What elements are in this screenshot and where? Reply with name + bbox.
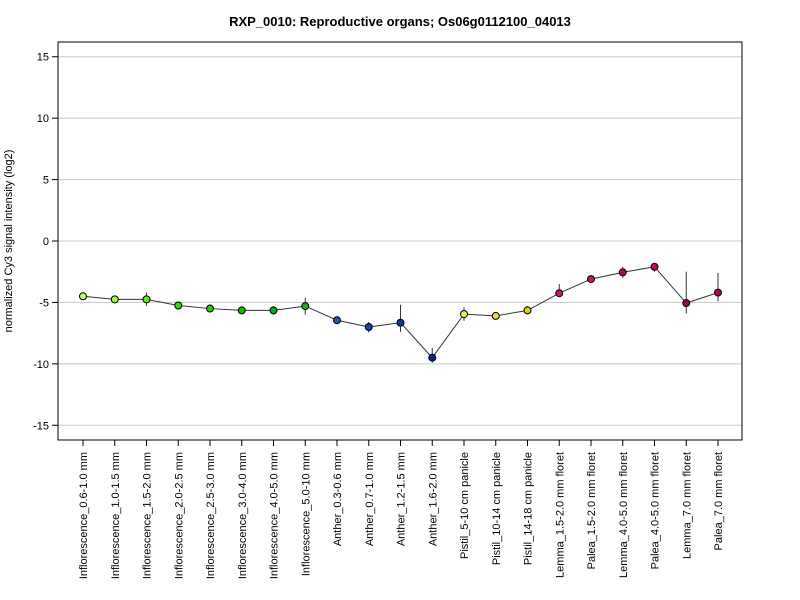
y-tick-label: 0 — [43, 236, 49, 248]
data-point — [142, 295, 151, 304]
data-point — [428, 353, 437, 362]
data-point — [333, 316, 341, 325]
x-tick-label: Lemma_1.5-2.0 mm floret — [554, 452, 566, 578]
x-tick-label: Pistil_5-10 cm panicle — [459, 452, 471, 559]
y-tick-label: 5 — [43, 175, 49, 187]
x-tick-label: Inflorescence_1.5-2.0 mm — [142, 452, 154, 579]
y-tick-label: -15 — [33, 420, 49, 432]
y-axis-label: normalized Cy3 signal intensity (log2) — [3, 150, 15, 333]
chart-title: RXP_0010: Reproductive organs; Os06g0112… — [229, 14, 571, 29]
data-point — [682, 299, 691, 308]
x-tick-label: Palea_4.0-5.0 mm floret — [650, 452, 662, 569]
data-point — [650, 262, 659, 271]
y-tick-label: -5 — [39, 297, 49, 309]
x-tick-label: Inflorescence_0.6-1.0 mm — [78, 452, 90, 579]
data-point — [587, 275, 595, 284]
data-point — [396, 318, 405, 327]
data-point — [460, 310, 468, 319]
x-tick-label: Anther_1.6-2.0 mm — [427, 452, 439, 546]
series-expression — [79, 262, 722, 363]
x-tick-label: Lemma_4.0-5.0 mm floret — [618, 452, 630, 578]
x-tick-label: Inflorescence_4.0-5.0 mm — [269, 452, 281, 579]
x-tick-label: Inflorescence_3.0-4.0 mm — [237, 452, 249, 579]
data-point — [79, 292, 87, 301]
x-tick-label: Palea_1.5-2.0 mm floret — [586, 452, 598, 569]
x-tick-label: Inflorescence_2.0-2.5 mm — [173, 452, 185, 579]
data-point — [618, 268, 627, 277]
plot-frame — [57, 41, 743, 441]
x-tick-label: Palea_7.0 mm floret — [713, 452, 725, 550]
data-point — [523, 306, 532, 315]
x-tick-label: Inflorescence_5.0-10 mm — [300, 452, 312, 576]
x-tick-label: Pistil_10-14 cm panicle — [491, 452, 503, 565]
y-axis: 15 10 5 0 -5 -10 -15 — [33, 52, 58, 432]
data-point — [555, 289, 564, 298]
data-point — [110, 295, 119, 304]
data-point — [237, 306, 246, 315]
x-tick-label: Anther_1.2-1.5 mm — [396, 452, 408, 546]
y-tick-label: 15 — [37, 52, 49, 64]
data-point — [174, 301, 183, 310]
x-axis: Inflorescence_0.6-1.0 mm Inflorescence_1.… — [78, 440, 725, 579]
data-point — [206, 304, 214, 313]
x-tick-label: Anther_0.7-1.0 mm — [364, 452, 376, 546]
grid-lines — [58, 56, 742, 426]
y-tick-label: -10 — [33, 359, 49, 371]
y-tick-label: 10 — [37, 113, 49, 125]
x-tick-label: Lemma_7.0 mm floret — [681, 452, 693, 559]
x-tick-label: Inflorescence_2.5-3.0 mm — [205, 452, 217, 579]
x-tick-label: Anther_0.3-0.6 mm — [332, 452, 344, 546]
data-point — [269, 306, 278, 315]
data-point — [301, 302, 310, 311]
data-point — [714, 288, 722, 297]
x-tick-label: Pistil_14-18 cm panicle — [523, 452, 535, 565]
data-point — [491, 311, 500, 320]
x-tick-label: Inflorescence_1.0-1.5 mm — [110, 452, 122, 579]
data-point — [364, 322, 373, 331]
